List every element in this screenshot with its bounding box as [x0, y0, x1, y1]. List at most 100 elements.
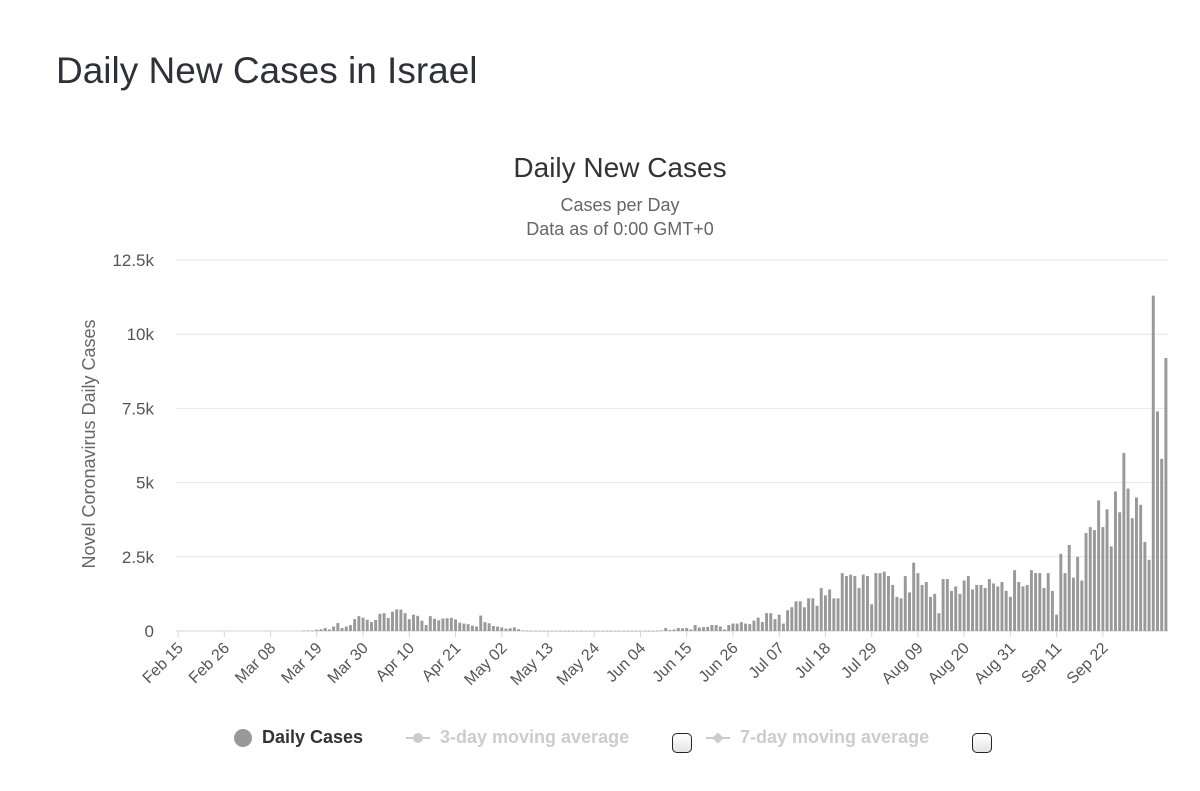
daily-cases-bar[interactable]	[777, 614, 781, 631]
daily-cases-bar[interactable]	[647, 630, 651, 632]
daily-cases-bar[interactable]	[386, 617, 390, 631]
daily-cases-bar[interactable]	[1055, 614, 1059, 631]
daily-cases-bar[interactable]	[1013, 570, 1017, 631]
daily-cases-bar[interactable]	[971, 589, 975, 631]
daily-cases-bar[interactable]	[1029, 570, 1033, 631]
daily-cases-bar[interactable]	[424, 625, 428, 631]
daily-cases-bar[interactable]	[706, 626, 710, 631]
daily-cases-bar[interactable]	[542, 630, 546, 632]
daily-cases-bar[interactable]	[332, 626, 336, 631]
daily-cases-bar[interactable]	[723, 629, 727, 631]
daily-cases-bar[interactable]	[887, 576, 890, 631]
daily-cases-bar[interactable]	[525, 630, 529, 632]
daily-cases-bar[interactable]	[487, 623, 491, 631]
daily-cases-bar[interactable]	[1122, 452, 1126, 631]
daily-cases-bar[interactable]	[760, 622, 764, 631]
daily-cases-bar[interactable]	[676, 628, 680, 631]
daily-cases-bar[interactable]	[1050, 590, 1054, 631]
daily-cases-bar[interactable]	[1021, 586, 1025, 631]
daily-cases-bar[interactable]	[739, 622, 743, 631]
daily-cases-bar[interactable]	[584, 630, 588, 632]
daily-cases-bar[interactable]	[449, 617, 453, 631]
daily-cases-bar[interactable]	[685, 628, 689, 631]
daily-cases-bar[interactable]	[773, 619, 777, 631]
daily-cases-bar[interactable]	[870, 604, 874, 631]
daily-cases-bar[interactable]	[319, 629, 323, 631]
daily-cases-bar[interactable]	[929, 596, 932, 631]
daily-cases-bar[interactable]	[857, 587, 861, 631]
daily-cases-bar[interactable]	[1046, 573, 1050, 631]
daily-cases-bar[interactable]	[374, 620, 378, 631]
daily-cases-bar[interactable]	[454, 619, 457, 631]
daily-cases-bar[interactable]	[1143, 541, 1147, 631]
daily-cases-bar[interactable]	[668, 630, 672, 631]
daily-cases-bar[interactable]	[1017, 582, 1021, 631]
daily-cases-bar[interactable]	[340, 628, 344, 631]
daily-cases-bar[interactable]	[369, 622, 373, 631]
daily-cases-bar[interactable]	[765, 613, 769, 631]
daily-cases-bar[interactable]	[916, 573, 920, 631]
daily-cases-bar[interactable]	[1151, 295, 1155, 631]
daily-cases-bar[interactable]	[517, 629, 521, 631]
daily-cases-bar[interactable]	[550, 630, 554, 632]
daily-cases-bar[interactable]	[315, 629, 319, 631]
daily-cases-bar[interactable]	[1088, 527, 1092, 631]
daily-cases-bar[interactable]	[634, 630, 638, 632]
daily-cases-bar[interactable]	[361, 617, 365, 631]
daily-cases-bar[interactable]	[554, 630, 558, 632]
daily-cases-bar[interactable]	[924, 582, 928, 631]
daily-cases-bar[interactable]	[559, 630, 563, 632]
daily-cases-bar[interactable]	[533, 630, 537, 632]
daily-cases-bar[interactable]	[983, 587, 987, 631]
daily-cases-bar[interactable]	[672, 629, 676, 631]
daily-cases-bar[interactable]	[491, 625, 495, 631]
daily-cases-bar[interactable]	[617, 630, 621, 632]
daily-cases-bar[interactable]	[1101, 527, 1105, 631]
daily-cases-bar[interactable]	[483, 622, 487, 631]
daily-cases-bar[interactable]	[605, 630, 609, 632]
daily-cases-bar[interactable]	[786, 610, 790, 631]
daily-cases-bar[interactable]	[1092, 530, 1096, 631]
daily-cases-bar[interactable]	[752, 620, 756, 631]
daily-cases-bar[interactable]	[941, 579, 945, 631]
daily-cases-bar[interactable]	[702, 627, 705, 631]
daily-cases-bar[interactable]	[950, 590, 953, 631]
daily-cases-bar[interactable]	[744, 623, 748, 631]
daily-cases-bar[interactable]	[575, 630, 579, 632]
daily-cases-bar[interactable]	[1084, 533, 1088, 631]
daily-cases-bar[interactable]	[807, 598, 811, 631]
daily-cases-bar[interactable]	[327, 629, 331, 631]
daily-cases-bar[interactable]	[933, 593, 937, 631]
daily-cases-bar[interactable]	[975, 585, 979, 631]
daily-cases-bar[interactable]	[567, 630, 571, 632]
daily-cases-bar[interactable]	[445, 618, 449, 631]
daily-cases-bar[interactable]	[1071, 577, 1075, 631]
daily-cases-bar[interactable]	[1059, 553, 1063, 631]
daily-cases-bar[interactable]	[462, 623, 466, 631]
daily-cases-bar[interactable]	[403, 613, 407, 631]
daily-cases-bar[interactable]	[433, 618, 436, 631]
daily-cases-bar[interactable]	[1042, 587, 1046, 631]
daily-cases-bar[interactable]	[899, 598, 903, 631]
daily-cases-bar[interactable]	[416, 615, 420, 631]
daily-cases-bar[interactable]	[302, 630, 306, 632]
daily-cases-bar[interactable]	[878, 573, 882, 631]
daily-cases-bar[interactable]	[336, 622, 340, 631]
daily-cases-bar[interactable]	[407, 619, 411, 631]
daily-cases-bar[interactable]	[395, 609, 399, 631]
daily-cases-bar[interactable]	[954, 586, 958, 631]
daily-cases-bar[interactable]	[311, 630, 315, 632]
daily-cases-bar[interactable]	[348, 625, 352, 631]
daily-cases-bar[interactable]	[1156, 411, 1159, 631]
daily-cases-bar[interactable]	[992, 583, 996, 631]
daily-cases-bar[interactable]	[811, 598, 815, 631]
daily-cases-bar[interactable]	[596, 630, 600, 632]
daily-cases-bar[interactable]	[1130, 518, 1134, 631]
daily-cases-bar[interactable]	[874, 573, 878, 631]
daily-cases-bar[interactable]	[1025, 585, 1029, 631]
daily-cases-bar[interactable]	[781, 623, 785, 631]
daily-cases-bar[interactable]	[1004, 590, 1008, 631]
daily-cases-bar[interactable]	[521, 630, 525, 632]
daily-cases-bar[interactable]	[479, 615, 483, 631]
daily-cases-bar[interactable]	[1160, 458, 1164, 631]
